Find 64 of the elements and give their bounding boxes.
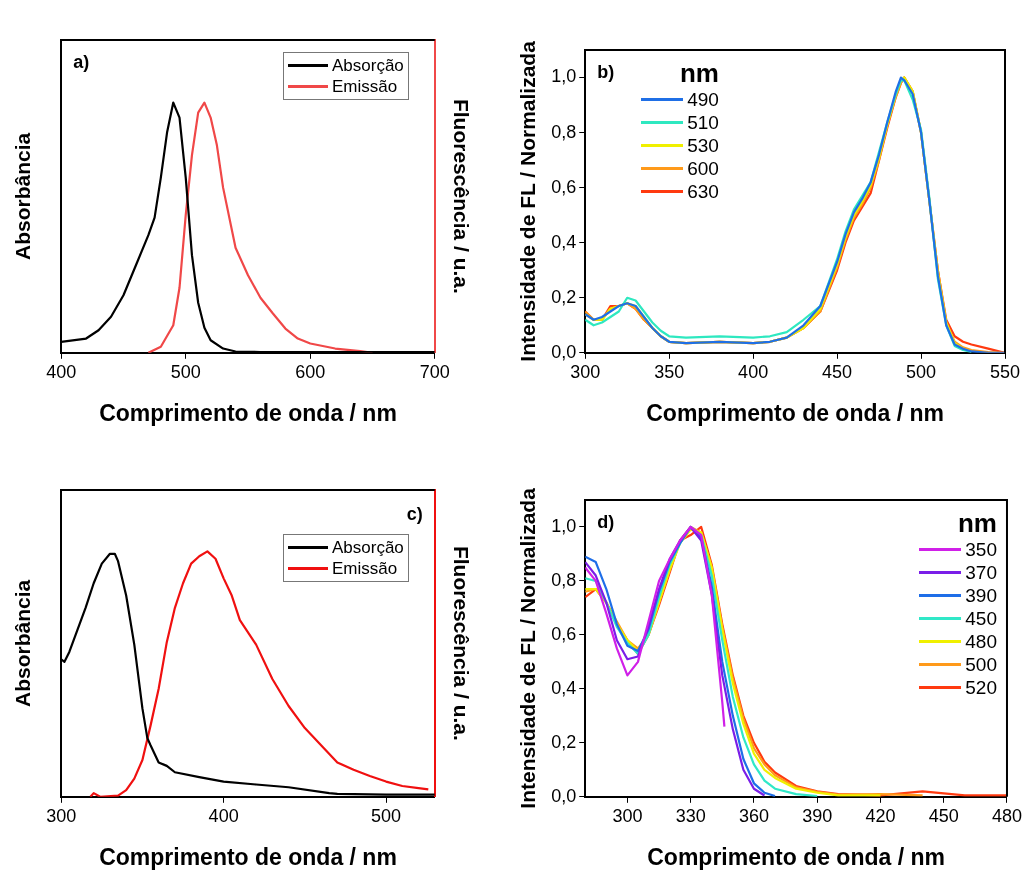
x-tick-label: 450: [928, 805, 959, 826]
y-tick-label: 0,0: [551, 341, 577, 362]
legend-label: 500: [965, 653, 997, 676]
x-tick-label: 480: [991, 805, 1023, 826]
x-tick-label: 500: [170, 361, 201, 382]
y2-axis-title: Fluorescência / u.a.: [449, 98, 473, 294]
legend-label: 480: [965, 630, 997, 653]
legend-label: 370: [965, 561, 997, 584]
y-axis-title: Intensidade de FL / Normalizada: [516, 40, 540, 362]
legend-label: Emissão: [331, 558, 398, 579]
x-tick-label: 390: [802, 805, 833, 826]
x-tick-label: 300: [612, 805, 643, 826]
legend-title: nm: [957, 508, 997, 538]
y-axis-title: Absorbância: [11, 579, 35, 707]
x-tick-label: 500: [906, 361, 937, 382]
x-tick-label: 550: [989, 361, 1021, 382]
x-tick-label: 330: [675, 805, 706, 826]
text: a): [73, 52, 90, 72]
y-tick-label: 1,0: [551, 515, 577, 536]
annotation: d): [597, 512, 615, 532]
legend-label: 600: [687, 157, 719, 180]
legend-label: 520: [965, 676, 997, 699]
x-tick-label: 360: [738, 805, 769, 826]
y-axis-title: Intensidade de FL / Normalizada: [516, 487, 540, 809]
x-axis-title: Comprimento de onda / nm: [647, 843, 945, 870]
y2-axis-title: Fluorescência / u.a.: [449, 545, 473, 741]
x-tick-label: 400: [738, 361, 769, 382]
legend-label: 510: [687, 111, 719, 134]
y-tick-label: 0,0: [551, 785, 577, 806]
legend-label: 530: [687, 134, 719, 157]
legend-label: 450: [965, 607, 997, 630]
y-tick-label: 0,2: [551, 286, 577, 307]
x-tick-label: 400: [46, 361, 77, 382]
y-tick-label: 0,4: [551, 677, 577, 698]
legend-label: 350: [965, 538, 997, 561]
x-tick-label: 600: [295, 361, 326, 382]
legend-label: Absorção: [331, 55, 404, 76]
y-tick-label: 0,4: [551, 231, 577, 252]
x-axis-title: Comprimento de onda / nm: [99, 843, 397, 870]
annotation: b): [597, 62, 615, 82]
x-axis-title: Comprimento de onda / nm: [99, 399, 397, 426]
y-tick-label: 1,0: [551, 66, 577, 87]
y-tick-label: 0,8: [551, 121, 577, 142]
legend-label: 490: [687, 88, 719, 111]
y-tick-label: 0,6: [551, 623, 577, 644]
x-tick-label: 500: [371, 805, 402, 826]
legend-label: Absorção: [331, 537, 404, 558]
y-tick-label: 0,6: [551, 176, 577, 197]
legend-label: 390: [965, 584, 997, 607]
text: c): [406, 504, 423, 524]
x-axis-title: Comprimento de onda / nm: [646, 399, 944, 426]
legend-label: Emissão: [331, 76, 398, 97]
legend-title: nm: [678, 58, 719, 88]
x-tick-label: 400: [208, 805, 239, 826]
y-axis-title: Absorbância: [11, 132, 35, 260]
y-tick-label: 0,2: [551, 731, 577, 752]
x-tick-label: 450: [822, 361, 853, 382]
x-tick-label: 300: [46, 805, 77, 826]
legend-label: 630: [687, 180, 719, 203]
x-tick-label: 420: [865, 805, 896, 826]
x-tick-label: 300: [570, 361, 601, 382]
x-tick-label: 350: [654, 361, 685, 382]
y-tick-label: 0,8: [551, 569, 577, 590]
x-tick-label: 700: [419, 361, 450, 382]
